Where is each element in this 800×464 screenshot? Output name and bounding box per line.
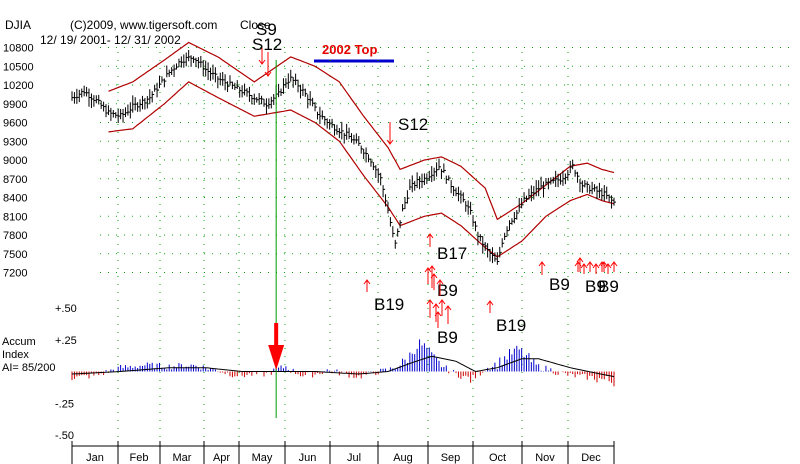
signal-label-b17-aug: B17 (437, 244, 467, 263)
signal-arrowhead-s9-may (258, 59, 266, 65)
symbol-label: DJIA (5, 18, 31, 32)
month-label-aug: Aug (393, 452, 413, 464)
cluster-arrowhead (432, 303, 440, 309)
cluster-arrowhead (438, 299, 446, 305)
price-bars (71, 50, 616, 265)
signal-arrowhead-b9-nov (538, 261, 546, 267)
lower-band-line (108, 81, 615, 258)
signal-label-s12-may: S12 (252, 35, 282, 54)
month-label-oct: Oct (489, 452, 506, 464)
month-label-mar: Mar (173, 452, 192, 464)
accum-tick-label: -.25 (55, 398, 74, 410)
cluster-arrowhead (586, 261, 594, 267)
marker-arrow-head (268, 345, 285, 370)
price-tick-label: 9300 (3, 136, 27, 148)
signal-arrowhead-b19-jul (363, 279, 371, 285)
month-label-apr: Apr (213, 452, 230, 464)
cluster-arrowhead (430, 273, 438, 279)
cluster-arrowhead (604, 263, 612, 269)
signal-label-s12-aug: S12 (398, 115, 428, 134)
accum-axis: +.50 +.25 -.25 -.50 (55, 303, 77, 442)
month-label-jan: Jan (86, 452, 104, 464)
month-axis: Jan Feb Mar Apr May Jun Jul Aug Sep Oct Nov Dec (71, 441, 615, 464)
signal-label-b9-dec: B9 (585, 277, 606, 296)
accum-tick-label: +.50 (55, 303, 77, 315)
signal-label-b9-nov: B9 (549, 275, 570, 294)
cluster-arrowhead (574, 261, 582, 267)
signal-arrowhead-b19-oct (486, 300, 494, 306)
accum-title: Accum (2, 336, 36, 348)
price-tick-label: 9000 (3, 155, 27, 167)
upper-band-line (108, 41, 615, 221)
accum-tick-label: +.25 (55, 335, 77, 347)
signal-label-b9-dec2: B9 (598, 277, 619, 296)
price-tick-label: 9600 (3, 118, 27, 130)
signal-label-s9-may: S9 (256, 20, 277, 39)
grid-lines (100, 47, 790, 450)
signal-label-b9-sep2: B9 (437, 328, 458, 347)
accum-ma-polyline (71, 355, 615, 378)
cluster-arrowhead (598, 261, 606, 267)
cluster-arrowhead (424, 267, 432, 273)
marker-arrow-shaft (274, 323, 279, 347)
price-tick-label: 10800 (3, 43, 34, 55)
price-tick-label: 10500 (3, 61, 34, 73)
top-annotation: 2002 Top (322, 42, 377, 57)
cluster-arrowhead (444, 305, 452, 311)
signal-arrowhead-b17-aug (426, 233, 434, 239)
month-label-may: May (252, 452, 273, 464)
price-tick-label: 8100 (3, 211, 27, 223)
price-tick-label: 7800 (3, 230, 27, 242)
signal-arrowhead-b9-sep (428, 265, 436, 271)
ai-label: AI= 85/200 (2, 362, 56, 374)
price-tick-label: 7500 (3, 249, 27, 261)
month-label-sep: Sep (441, 452, 461, 464)
month-label-feb: Feb (130, 452, 149, 464)
accum-ma-line (71, 355, 615, 378)
month-label-nov: Nov (535, 452, 555, 464)
price-tick-label: 8400 (3, 193, 27, 205)
date-range-label: 12/ 19/ 2001- 12/ 31/ 2002 (40, 33, 181, 47)
may-marker (268, 60, 285, 418)
signal-label-b19-jul: B19 (374, 295, 404, 314)
price-tick-label: 10200 (3, 80, 34, 92)
copyright-label: (C)2009, www.tigersoft.com (70, 18, 217, 32)
cluster-arrowhead (592, 263, 600, 269)
signal-label-b9-sep: B9 (437, 281, 458, 300)
index-title: Index (2, 349, 29, 361)
price-tick-label: 7200 (3, 268, 27, 280)
band-lines (108, 41, 615, 258)
signal-arrowhead-s12-may (264, 71, 272, 77)
mode-label: Close (240, 18, 271, 32)
cluster-arrowhead (610, 261, 618, 267)
month-label-jul: Jul (347, 452, 361, 464)
month-label-dec: Dec (581, 452, 601, 464)
price-tick-label: 9900 (3, 99, 27, 111)
price-axis: 10800 10500 10200 9900 9600 9300 9000 8700 8400 8… (3, 43, 34, 280)
cluster-arrowhead (436, 279, 444, 285)
signal-arrowhead-s12-aug (386, 139, 394, 145)
accum-tick-label: -.50 (55, 430, 74, 442)
cluster-arrowhead (426, 299, 434, 305)
price-tick-label: 8700 (3, 174, 27, 186)
cluster-arrowhead (580, 263, 588, 269)
signal-label-b19-oct: B19 (496, 316, 526, 335)
month-label-jun: Jun (299, 452, 317, 464)
accum-histogram (71, 339, 615, 387)
signal-arrowhead-b9-dec (576, 257, 584, 263)
